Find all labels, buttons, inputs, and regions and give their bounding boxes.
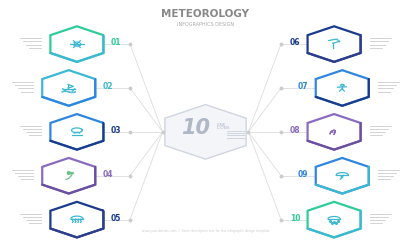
Text: 06: 06 (290, 38, 300, 48)
Text: ICONS: ICONS (217, 126, 231, 130)
Text: 03: 03 (111, 126, 121, 135)
Text: 07: 07 (298, 82, 308, 91)
Text: 09: 09 (298, 170, 308, 179)
Polygon shape (165, 105, 246, 159)
Text: 05: 05 (111, 214, 121, 223)
Text: INFOGRAPHICS DESIGN: INFOGRAPHICS DESIGN (177, 22, 234, 27)
Text: 02: 02 (103, 82, 113, 91)
Text: 10: 10 (290, 214, 300, 223)
Text: 04: 04 (103, 170, 113, 179)
Text: www.your-domain.com  |  Some description text for this infographic design templa: www.your-domain.com | Some description t… (142, 229, 269, 234)
Text: 10: 10 (181, 118, 210, 138)
Text: LINE: LINE (217, 123, 226, 127)
Text: METEOROLOGY: METEOROLOGY (162, 8, 249, 18)
Text: 08: 08 (290, 126, 300, 135)
Text: 01: 01 (111, 38, 121, 48)
